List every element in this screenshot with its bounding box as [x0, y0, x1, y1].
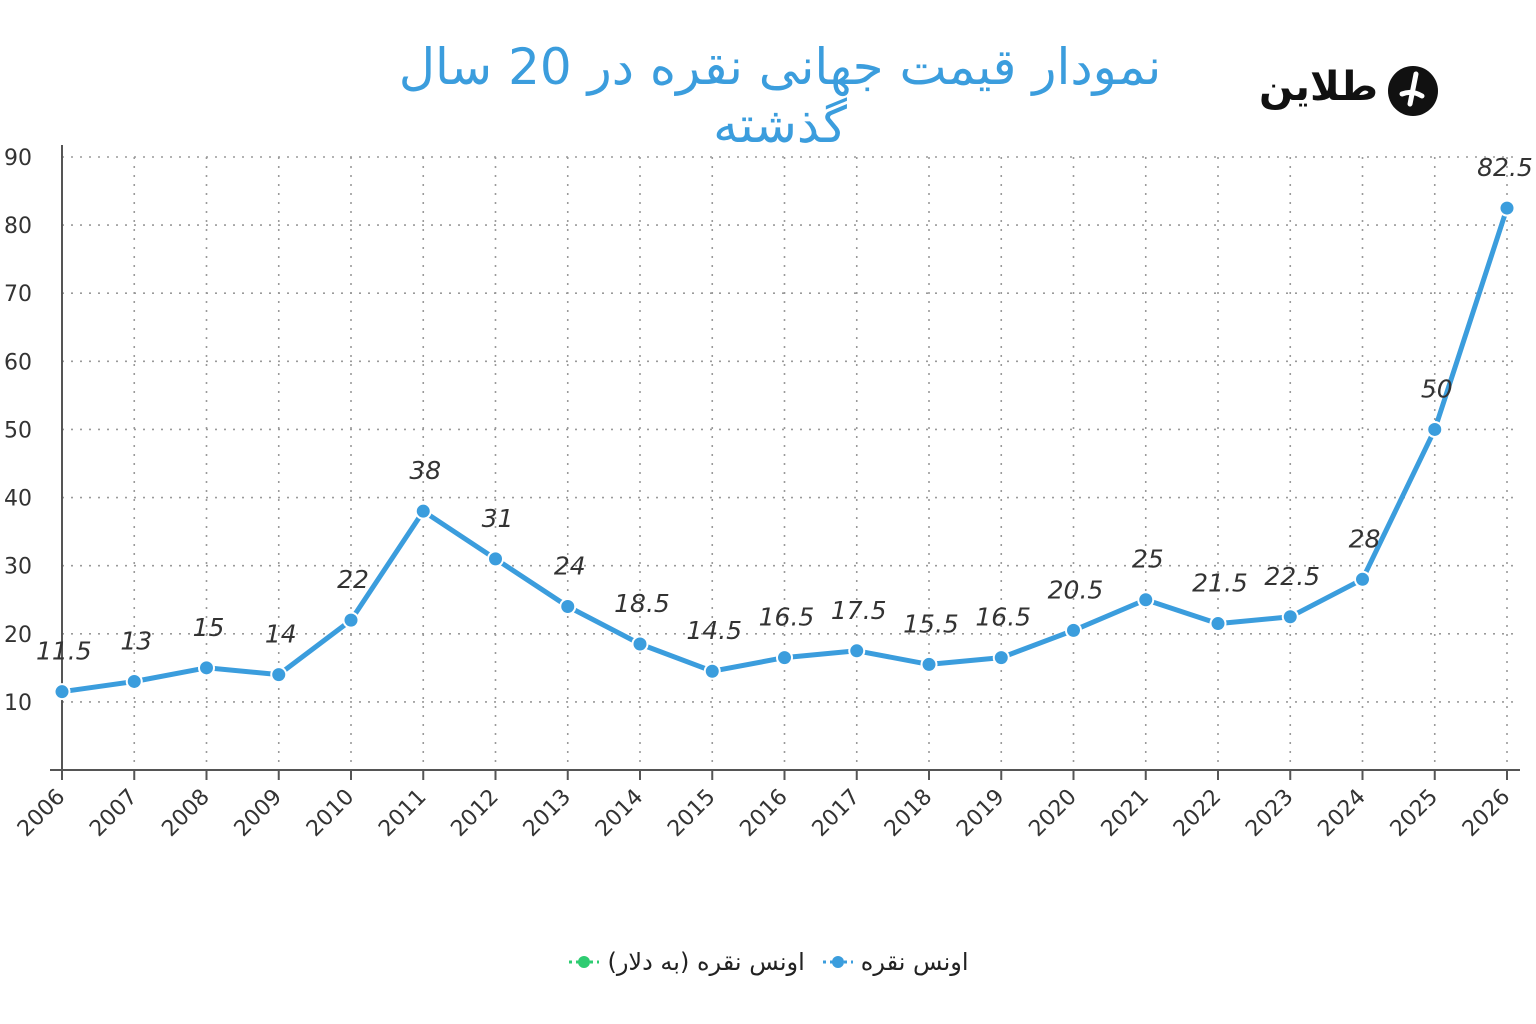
x-tick-label: 2011 — [374, 785, 431, 842]
data-label: 14.5 — [686, 616, 742, 645]
x-tick-label: 2026 — [1458, 785, 1515, 842]
data-point — [1137, 591, 1155, 609]
data-point — [53, 683, 71, 701]
data-label: 82.5 — [1477, 153, 1533, 182]
data-point — [559, 598, 577, 616]
data-label: 31 — [482, 504, 514, 533]
data-point — [414, 502, 432, 520]
data-point — [1065, 621, 1082, 639]
legend-marker-icon — [822, 956, 853, 968]
legend-item: اونس نقره (به دلار) — [567, 948, 805, 976]
x-tick-label: 2024 — [1313, 785, 1370, 842]
data-point — [848, 642, 866, 660]
data-label: 22.5 — [1264, 562, 1320, 591]
y-tick-label: 40 — [4, 487, 32, 512]
legend-item: اونس نقره — [821, 948, 969, 976]
x-tick-label: 2009 — [230, 785, 287, 842]
data-point — [487, 550, 504, 568]
data-label: 14 — [265, 620, 297, 649]
chart-title: نمودار قیمت جهانی نقره در 20 سال گذشته — [398, 38, 1163, 154]
line-chart: 10 20 30 40 50 60 70 80 90 2006 2007 2008 2009 2010 20… — [4, 145, 1533, 842]
data-point — [1354, 570, 1371, 588]
y-tick-label: 80 — [4, 214, 32, 239]
data-label: 21.5 — [1192, 569, 1248, 598]
y-tick-label: 10 — [4, 691, 32, 716]
data-point — [1281, 608, 1299, 626]
data-label: 50 — [1421, 374, 1453, 403]
x-tick-label: 2022 — [1169, 785, 1226, 842]
legend-marker-icon — [569, 956, 600, 968]
data-point — [920, 655, 938, 673]
x-tick-label: 2016 — [735, 785, 792, 842]
x-tick-label: 2021 — [1097, 785, 1154, 842]
x-tick-label: 2018 — [880, 785, 937, 842]
data-point — [703, 662, 721, 680]
data-point — [1209, 615, 1227, 633]
y-tick-label: 90 — [4, 146, 32, 171]
x-tick-label: 2012 — [446, 785, 503, 842]
data-point — [992, 649, 1010, 667]
data-point — [1498, 199, 1516, 217]
legend-label: اونس نقره — [860, 948, 969, 976]
x-tick-label: 2025 — [1386, 785, 1443, 842]
logo-text: طلاین — [1258, 64, 1378, 110]
x-tick-label: 2020 — [1024, 785, 1081, 842]
x-tick-label: 2017 — [808, 785, 865, 842]
data-label: 13 — [120, 626, 152, 655]
data-label: 17.5 — [831, 596, 887, 625]
y-tick-label: 30 — [4, 555, 32, 580]
data-label: 28 — [1349, 524, 1381, 553]
legend: اونس نقره اونس نقره (به دلار) — [0, 948, 1536, 976]
y-tick-label: 60 — [4, 350, 32, 375]
x-tick-label: 2006 — [13, 785, 70, 842]
x-tick-label: 2013 — [519, 785, 576, 842]
data-label: 38 — [409, 456, 441, 485]
x-tick-label: 2007 — [85, 785, 142, 842]
data-point — [125, 672, 143, 690]
data-label: 16.5 — [759, 603, 815, 632]
x-tick-label: 2019 — [952, 785, 1009, 842]
x-tick-label: 2014 — [591, 785, 648, 842]
x-tick-label: 2023 — [1241, 785, 1298, 842]
data-point — [198, 659, 215, 677]
data-point — [776, 649, 793, 667]
y-tick-label: 50 — [4, 418, 32, 443]
brand-logo: طلاین — [1248, 60, 1448, 130]
data-label: 11.5 — [36, 637, 92, 666]
data-label: 18.5 — [614, 589, 670, 618]
data-label: 15.5 — [903, 609, 959, 638]
y-tick-label: 20 — [4, 623, 32, 648]
x-tick-label: 2010 — [302, 785, 359, 842]
data-label: 25 — [1132, 545, 1164, 574]
data-label: 24 — [554, 552, 586, 581]
data-point — [1426, 420, 1444, 438]
data-point — [342, 611, 360, 629]
data-label: 16.5 — [975, 603, 1031, 632]
x-tick-label: 2008 — [157, 785, 214, 842]
logo-mark-icon — [1388, 66, 1438, 116]
x-tick-label: 2015 — [663, 785, 720, 842]
y-tick-label: 70 — [4, 282, 32, 307]
legend-label: اونس نقره (به دلار) — [607, 948, 805, 976]
data-label: 20.5 — [1048, 575, 1104, 604]
data-label: 15 — [193, 613, 225, 642]
data-point — [270, 666, 288, 684]
data-label: 22 — [337, 565, 369, 594]
data-point — [631, 635, 649, 653]
